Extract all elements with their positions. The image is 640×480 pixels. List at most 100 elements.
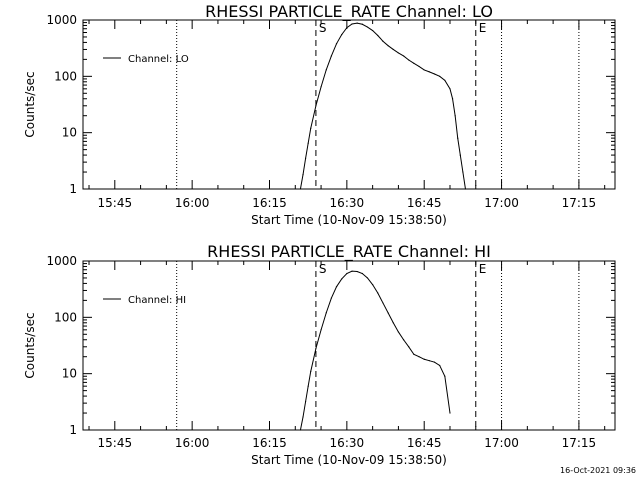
data-point [413,353,415,355]
data-point [307,142,309,144]
data-point [433,73,436,75]
data-point [459,154,461,156]
x-tick-label: 16:15 [252,196,287,210]
data-point [346,272,348,275]
footer-timestamp: 16-Oct-2021 09:36 [560,466,636,475]
y-tick-label: 100 [54,310,77,324]
x-tick-label: 16:45 [407,436,442,450]
data-point [428,71,430,73]
end-label: E [479,21,487,35]
data-point [418,65,420,68]
plot-frame [82,19,616,190]
data-point [397,331,400,333]
data-point [356,22,358,24]
data-point [346,27,348,29]
data-point [439,75,441,77]
x-tick-label: 15:45 [98,436,133,450]
data-point [397,52,400,54]
legend-label: Channel: LO [128,54,189,65]
data-point [330,55,332,57]
x-tick-label: 16:15 [252,436,287,450]
data-point [402,339,405,341]
data-point [449,412,451,414]
y-tick-label: 1000 [46,13,77,27]
data-point [310,370,312,372]
x-tick-label: 16:00 [175,436,210,450]
data-point [299,429,302,431]
y-tick-label: 1 [69,182,77,196]
data-point [304,400,307,403]
data-point [302,174,304,176]
data-point [320,86,322,88]
data-point [304,157,307,159]
legend-label: Channel: HI [128,295,186,306]
x-tick-label: 16:00 [175,196,210,210]
start-label: S [319,262,327,276]
data-point [330,297,332,299]
y-axis-label: Counts/sec [23,71,37,137]
x-axis-label: Start Time (10-Nov-09 15:38:50) [251,213,447,227]
data-point [341,278,343,280]
data-point [299,188,302,190]
data-point [444,375,446,377]
data-point [392,322,394,324]
data-point [408,59,410,61]
data-point [444,79,446,81]
data-point [315,105,317,107]
data-point [423,69,425,71]
y-tick-label: 10 [62,367,77,381]
data-point [392,48,394,51]
x-tick-label: 17:00 [484,196,519,210]
series-line [299,22,466,190]
chart-title: RHESSI PARTICLE_RATE Channel: HI [207,242,491,262]
data-point [307,385,309,387]
data-point [418,356,420,358]
data-point [351,270,353,272]
x-tick-label: 17:15 [562,196,597,210]
data-point [423,358,425,360]
y-tick-label: 1000 [46,254,77,268]
data-point [361,272,363,275]
data-point [325,69,327,71]
data-point [464,188,467,190]
data-point [366,277,369,279]
data-point [454,115,456,117]
start-label: S [319,21,327,35]
x-tick-label: 17:00 [484,436,519,450]
data-point [310,127,312,129]
data-point [387,45,389,47]
data-point [366,26,369,28]
data-point [451,98,454,100]
y-tick-label: 1 [69,423,77,437]
data-point [320,329,322,331]
data-point [457,137,459,139]
x-tick-label: 16:45 [407,196,442,210]
data-point [449,88,451,90]
data-point [341,34,343,36]
data-point [382,302,384,304]
x-axis-label: Start Time (10-Nov-09 15:38:50) [251,453,447,467]
series-line [299,270,451,431]
x-tick-label: 17:15 [562,436,597,450]
data-point [382,40,384,42]
y-axis-label: Counts/sec [23,312,37,378]
data-point [408,346,410,348]
data-point [302,416,304,418]
data-point [433,361,436,363]
plot-frame [82,260,616,431]
data-point [315,347,317,350]
data-point [402,55,405,57]
data-point [372,284,374,286]
data-point [335,43,338,45]
x-tick-label: 15:45 [98,196,133,210]
x-tick-label: 16:30 [330,196,365,210]
end-label: E [479,262,487,276]
data-point [377,34,379,37]
data-point [361,23,363,25]
chart-title: RHESSI PARTICLE_RATE Channel: LO [205,2,493,22]
data-point [439,364,441,367]
x-tick-label: 16:30 [330,436,365,450]
y-tick-label: 100 [54,69,77,83]
data-point [356,270,358,273]
